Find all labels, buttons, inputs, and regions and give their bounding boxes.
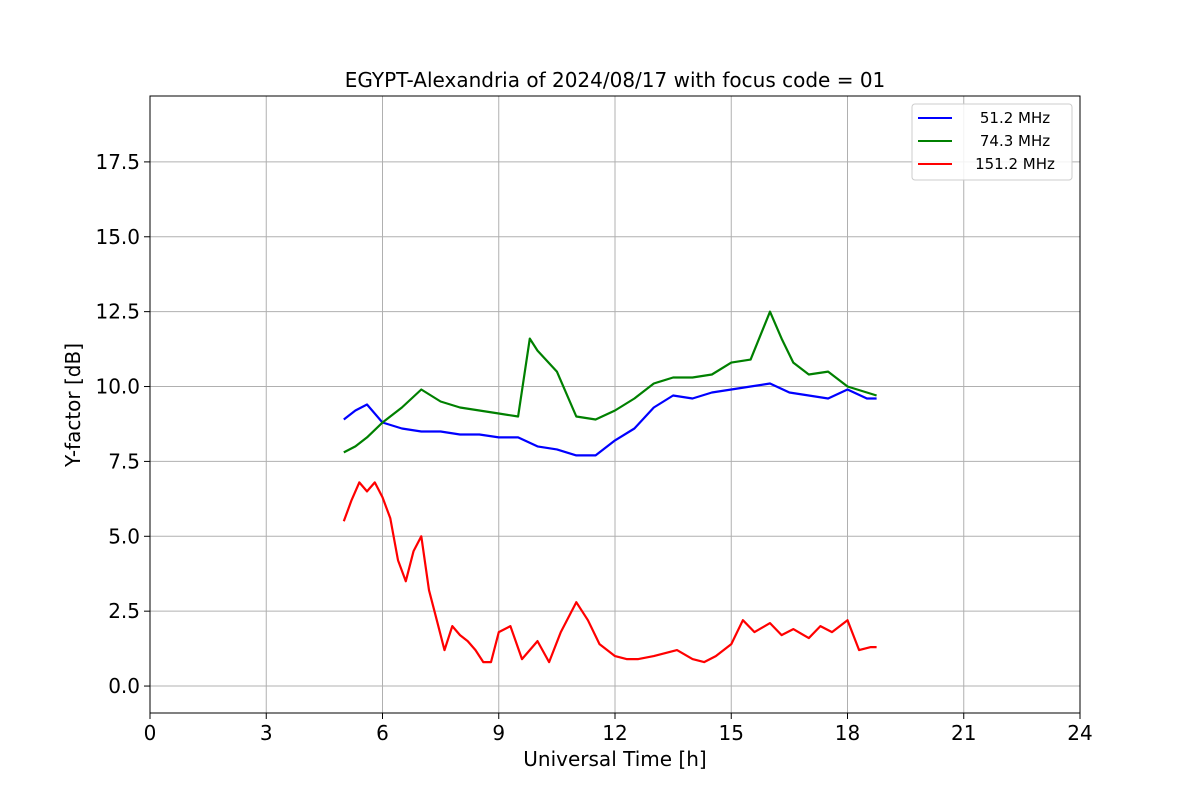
- x-tick-label: 9: [492, 721, 505, 745]
- x-tick-label: 15: [719, 721, 744, 745]
- x-tick-label: 24: [1067, 721, 1092, 745]
- y-axis-label: Y-factor [dB]: [61, 343, 85, 468]
- x-tick-label: 12: [602, 721, 627, 745]
- series-line-2: [343, 310, 877, 454]
- y-tick-label: 0.0: [108, 674, 140, 698]
- series-line-3: [342, 481, 877, 664]
- x-axis-label: Universal Time [h]: [523, 747, 706, 771]
- axis-ticks: 0 3 6 9 12 15 18 21 24 0.0 2.5 5.0 7.5 10.0 12.5 15.0 17…: [95, 150, 1092, 745]
- x-tick-label: 21: [951, 721, 976, 745]
- chart-title: EGYPT-Alexandria of 2024/08/17 with focu…: [345, 68, 886, 92]
- y-tick-label: 10.0: [95, 375, 140, 399]
- legend-label-3: 151.2 MHz: [975, 155, 1055, 173]
- y-tick-label: 17.5: [95, 150, 140, 174]
- series-line-1: [343, 382, 877, 457]
- x-tick-label: 18: [835, 721, 860, 745]
- legend-label-2: 74.3 MHz: [980, 132, 1050, 150]
- legend: 51.2 MHz 74.3 MHz 151.2 MHz: [911, 103, 1073, 181]
- series-layer: [342, 310, 877, 664]
- y-tick-label: 5.0: [108, 524, 140, 548]
- legend-label-1: 51.2 MHz: [980, 109, 1050, 127]
- legend-box: [911, 103, 1073, 181]
- x-tick-label: 6: [376, 721, 389, 745]
- x-tick-label: 0: [144, 721, 157, 745]
- y-tick-label: 15.0: [95, 225, 140, 249]
- y-tick-label: 12.5: [95, 300, 140, 324]
- y-tick-label: 7.5: [108, 449, 140, 473]
- y-tick-label: 2.5: [108, 599, 140, 623]
- x-tick-label: 3: [260, 721, 273, 745]
